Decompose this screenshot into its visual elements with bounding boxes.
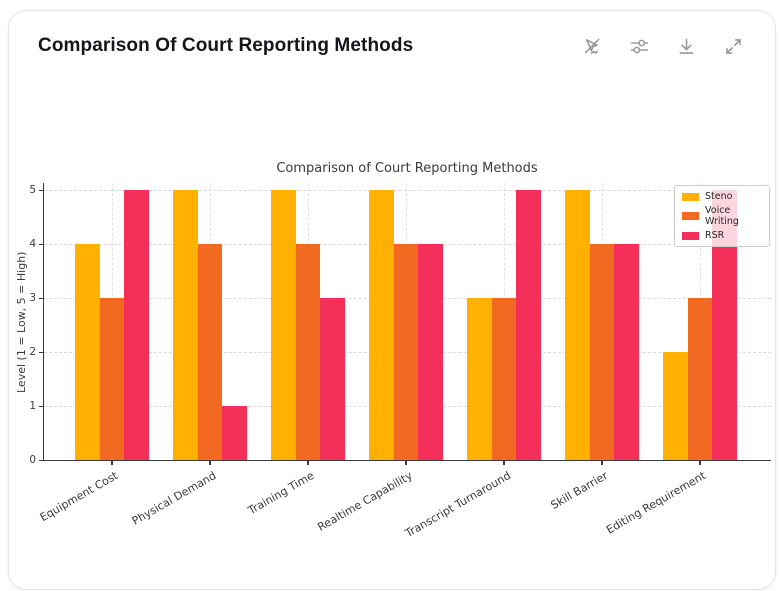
legend-label: Steno: [705, 191, 733, 202]
chart: Comparison of Court Reporting Methods Le…: [9, 11, 777, 591]
bar-steno-training-time: [271, 190, 296, 460]
bar-steno-transcript-turnaround: [467, 298, 492, 460]
y-gridline: [44, 190, 771, 191]
y-tick-mark: [39, 189, 43, 191]
y-tick-label: 5: [29, 184, 36, 196]
cursor-off-icon[interactable]: [581, 35, 603, 57]
x-tick-mark: [503, 461, 505, 465]
bar-steno-realtime-capability: [369, 190, 394, 460]
bar-voice-writing-editing-requirement: [687, 298, 713, 460]
x-tick-mark: [307, 461, 309, 465]
x-tick-label: Realtime Capability: [315, 469, 415, 534]
legend-label: RSR: [705, 230, 725, 241]
page-title: Comparison Of Court Reporting Methods: [38, 35, 414, 56]
bar-steno-equipment-cost: [75, 244, 100, 460]
y-tick-mark: [39, 297, 43, 299]
chart-card: Comparison Of Court Reporting Methods: [8, 10, 776, 590]
legend: Steno Voice Writing RSR: [674, 185, 770, 247]
x-tick-label: Transcript Turnaround: [402, 469, 513, 541]
y-tick-mark: [39, 351, 43, 353]
y-tick-label: 1: [29, 400, 36, 412]
x-tick-mark: [209, 461, 211, 465]
y-tick-mark: [39, 243, 43, 245]
expand-icon[interactable]: [722, 35, 744, 57]
sliders-icon[interactable]: [628, 35, 650, 57]
y-axis-label: Level (1 = Low, 5 = High): [15, 251, 28, 393]
legend-label: Voice Writing: [705, 205, 739, 227]
x-tick-label: Skill Barrier: [548, 469, 611, 513]
y-tick-label: 3: [29, 292, 36, 304]
download-icon[interactable]: [675, 35, 697, 57]
x-tick-label: Equipment Cost: [38, 469, 121, 525]
card-header: Comparison Of Court Reporting Methods: [9, 11, 775, 57]
bar-rsr-skill-barrier: [614, 244, 639, 460]
y-tick-mark: [39, 405, 43, 407]
bar-rsr-training-time: [320, 298, 345, 460]
x-tick-mark: [111, 461, 113, 465]
x-tick-mark: [601, 461, 603, 465]
steno-swatch: [682, 192, 699, 201]
voice-writing-swatch: [682, 212, 699, 220]
x-tick-mark: [699, 461, 701, 465]
chart-title: Comparison of Court Reporting Methods: [276, 161, 538, 176]
bar-voice-writing-training-time: [295, 244, 321, 460]
x-tick-mark: [405, 461, 407, 465]
legend-item-voice-writing: Voice Writing: [682, 205, 762, 227]
y-tick-label: 0: [29, 454, 36, 466]
bar-voice-writing-transcript-turnaround: [491, 298, 517, 460]
bar-voice-writing-physical-demand: [197, 244, 223, 460]
y-tick-label: 2: [29, 346, 36, 358]
rsr-swatch: [682, 231, 699, 240]
bar-voice-writing-equipment-cost: [99, 298, 125, 460]
bar-rsr-physical-demand: [222, 406, 247, 460]
bar-rsr-realtime-capability: [418, 244, 443, 460]
x-tick-label: Physical Demand: [129, 469, 219, 528]
y-tick-mark: [39, 459, 43, 461]
bar-steno-editing-requirement: [663, 352, 688, 460]
bar-voice-writing-realtime-capability: [393, 244, 419, 460]
bar-voice-writing-skill-barrier: [589, 244, 615, 460]
y-tick-label: 4: [29, 238, 36, 250]
x-tick-label: Editing Requirement: [604, 469, 709, 537]
bar-steno-physical-demand: [173, 190, 198, 460]
x-tick-label: Training Time: [246, 469, 317, 518]
plot-area: Equipment Cost Physical Demand Training Ti…: [29, 183, 771, 540]
bar-rsr-equipment-cost: [124, 190, 149, 460]
bar-rsr-transcript-turnaround: [516, 190, 541, 460]
legend-item-rsr: RSR: [682, 230, 762, 241]
toolbar: [581, 35, 744, 57]
legend-item-steno: Steno: [682, 191, 762, 202]
bar-steno-skill-barrier: [565, 190, 590, 460]
